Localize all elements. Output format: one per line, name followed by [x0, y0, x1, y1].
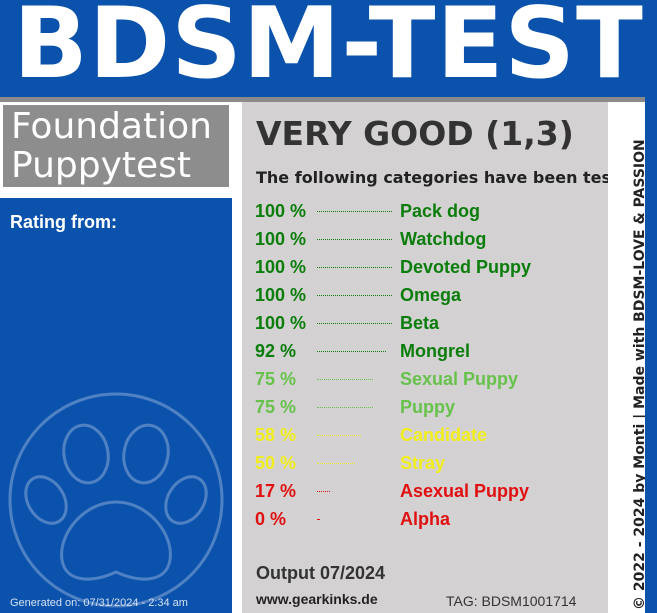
test-name-box: Foundation Puppytest	[0, 102, 232, 190]
result-row: 75 % Puppy	[255, 396, 605, 424]
result-category: Candidate	[400, 425, 488, 445]
result-tag: TAG: BDSM1001714	[446, 593, 577, 609]
result-percent: 58 %	[255, 425, 297, 445]
paw-print-icon	[8, 392, 224, 608]
result-score-line	[317, 519, 319, 520]
result-percent: 100 %	[255, 257, 307, 277]
result-row: 17 % Asexual Puppy	[255, 480, 605, 508]
result-category: Alpha	[400, 509, 451, 529]
result-percent: 75 %	[255, 369, 297, 389]
result-score-line	[317, 295, 392, 296]
test-name: Foundation Puppytest	[11, 107, 212, 185]
result-category: Stray	[400, 453, 446, 473]
result-score-line	[317, 435, 361, 436]
rating-from-label: Rating from:	[10, 212, 117, 232]
results-subtitle: The following categories have been teste…	[256, 168, 648, 187]
result-category: Devoted Puppy	[400, 257, 532, 277]
result-score-line	[317, 463, 355, 464]
result-row: 100 % Watchdog	[255, 228, 605, 256]
result-category: Beta	[400, 313, 440, 333]
result-percent: 0 %	[255, 509, 287, 529]
result-row: 100 % Devoted Puppy	[255, 256, 605, 284]
result-score-line	[317, 351, 386, 352]
page-title: BDSM-TEST	[13, 0, 644, 97]
website-link[interactable]: www.gearkinks.de	[256, 591, 378, 607]
result-category: Watchdog	[400, 229, 487, 249]
result-percent: 17 %	[255, 481, 297, 501]
left-panel: Rating from: Generated on: 07/31/2024 - …	[0, 198, 232, 613]
result-category: Sexual Puppy	[400, 369, 519, 389]
result-category: Mongrel	[400, 341, 470, 361]
result-score-line	[317, 407, 373, 408]
output-date: Output 07/2024	[256, 563, 386, 583]
results-panel: VERY GOOD (1,3) The following categories…	[242, 102, 647, 613]
result-percent: 50 %	[255, 453, 297, 473]
result-row: 100 % Beta	[255, 312, 605, 340]
result-category: Asexual Puppy	[400, 481, 530, 501]
result-row: 0 % Alpha	[255, 508, 605, 536]
result-score-line	[317, 239, 392, 240]
generated-timestamp: Generated on: 07/31/2024 - 2:34 am	[10, 597, 188, 609]
header-divider	[0, 97, 657, 102]
result-percent: 100 %	[255, 285, 307, 305]
test-name-line2: Puppytest	[11, 145, 192, 186]
result-percent: 100 %	[255, 229, 307, 249]
result-row: 75 % Sexual Puppy	[255, 368, 605, 396]
result-row: 50 % Stray	[255, 452, 605, 480]
result-percent: 92 %	[255, 341, 297, 361]
result-row: 100 % Pack dog	[255, 200, 605, 228]
result-row: 100 % Omega	[255, 284, 605, 312]
result-score-line	[317, 323, 392, 324]
result-percent: 75 %	[255, 397, 297, 417]
result-score-line	[317, 379, 373, 380]
result-category: Pack dog	[400, 201, 481, 221]
right-edge-bar	[645, 97, 657, 613]
result-row: 92 % Mongrel	[255, 340, 605, 368]
result-percent: 100 %	[255, 313, 307, 333]
result-category: Puppy	[400, 397, 456, 417]
test-name-line1: Foundation	[11, 106, 212, 147]
result-percent: 100 %	[255, 201, 307, 221]
result-category: Omega	[400, 285, 462, 305]
result-score-line	[317, 211, 392, 212]
result-row: 58 % Candidate	[255, 424, 605, 452]
result-score-line	[317, 491, 330, 492]
header-banner: BDSM-TEST	[0, 0, 657, 97]
overall-grade: VERY GOOD (1,3)	[256, 114, 574, 153]
result-score-line	[317, 267, 392, 268]
